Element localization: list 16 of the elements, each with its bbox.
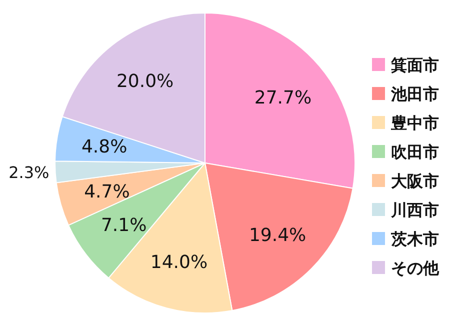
data-label: 2.3%	[8, 162, 50, 182]
data-label: 4.8%	[81, 136, 128, 158]
legend-label: 川西市	[390, 200, 439, 220]
legend-label: 箕面市	[390, 56, 439, 75]
legend-label: 茨木市	[390, 230, 439, 249]
legend-label: 池田市	[390, 84, 439, 104]
data-label: 19.4%	[248, 224, 306, 246]
data-label: 4.7%	[84, 181, 130, 202]
legend-label: 豊中市	[390, 114, 439, 133]
data-label: 27.7%	[254, 88, 312, 109]
legend-label: その他	[391, 258, 440, 278]
legend-label: 吹田市	[391, 142, 439, 162]
data-label: 14.0%	[150, 252, 208, 273]
legend-label: 大阪市	[391, 172, 439, 191]
data-label: 7.1%	[100, 215, 147, 236]
data-label: 20.0%	[116, 70, 174, 92]
